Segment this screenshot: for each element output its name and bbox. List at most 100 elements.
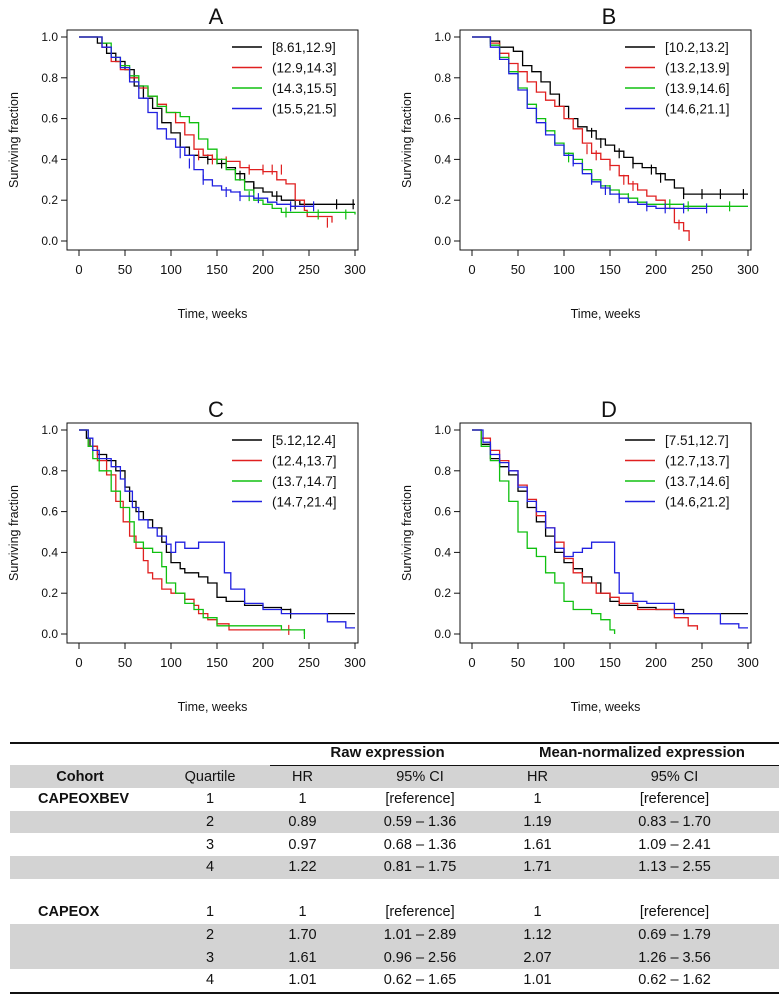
- panel-a: A 0.0 0.2 0.4 0.6 0.8 1.0 0 50 100 150 200 250 300 Tim…: [7, 4, 366, 321]
- x-tick-label: 150: [206, 655, 228, 670]
- table-cell: 1: [533, 904, 542, 921]
- x-tick-label: 150: [599, 262, 621, 277]
- table-group-header-row: Raw expression Mean-normalized expressio…: [10, 742, 779, 766]
- y-axis-label: Surviving fraction: [400, 485, 414, 581]
- cohort-cell: [10, 879, 150, 902]
- table-cell: 1.71: [505, 855, 570, 879]
- y-tick-label: 0.6: [434, 505, 451, 519]
- table-cell: 1.26 – 3.56: [570, 946, 779, 969]
- table-cell: 1.22: [270, 855, 335, 879]
- cohort-cell: [10, 810, 150, 834]
- table-cell: 0.97: [288, 836, 317, 853]
- cohort-cell: CAPEOX: [38, 904, 100, 921]
- hazard-ratio-table-wrap: Raw expression Mean-normalized expressio…: [10, 742, 779, 994]
- table-row: [10, 879, 779, 902]
- legend-label: [7.51,12.7]: [665, 433, 729, 448]
- x-tick-label: 150: [206, 262, 228, 277]
- table-row: 2 1.70 1.01 – 2.89 1.12 0.69 – 1.79: [10, 923, 779, 947]
- table-cell: [reference]: [385, 904, 455, 921]
- survival-curve-1: [472, 429, 699, 630]
- table-cell: 1.12: [505, 923, 570, 947]
- table-cell: 3: [150, 946, 270, 969]
- column-header: 95% CI: [335, 765, 505, 789]
- column-header: 95% CI: [570, 765, 779, 789]
- legend-label: (14.7,21.4]: [272, 495, 337, 510]
- y-tick-label: 0.8: [41, 71, 58, 85]
- x-tick-label: 200: [252, 262, 274, 277]
- table-row: CAPEOX 1 1 [reference] 1 [reference]: [10, 901, 779, 924]
- table-row: 2 0.89 0.59 – 1.36 1.19 0.83 – 1.70: [10, 810, 779, 834]
- table-cell: [reference]: [385, 791, 455, 808]
- x-tick-label: 300: [737, 262, 759, 277]
- survival-curve-1: [79, 429, 291, 631]
- panel-d: D 0.0 0.2 0.4 0.6 0.8 1.0 0 50 100 150 200 250 300 Tim…: [400, 397, 759, 714]
- y-axis-label: Surviving fraction: [7, 92, 21, 188]
- y-tick-label: 0.6: [41, 112, 58, 126]
- table-row: 4 1.22 0.81 – 1.75 1.71 1.13 – 2.55: [10, 855, 779, 879]
- x-axis-label: Time, weeks: [571, 307, 641, 321]
- x-tick-label: 100: [553, 262, 575, 277]
- x-tick-label: 0: [468, 262, 475, 277]
- panel-title: C: [208, 397, 224, 422]
- table-cell: 2: [150, 923, 270, 947]
- panel-title: B: [602, 4, 617, 29]
- legend-label: (12.9,14.3]: [272, 61, 337, 76]
- table-cell: 1: [298, 904, 307, 921]
- y-tick-label: 0.0: [434, 627, 451, 641]
- legend-label: (12.7,13.7]: [665, 454, 730, 469]
- table-cell: 0.69 – 1.79: [570, 923, 779, 947]
- y-axis-label: Surviving fraction: [400, 92, 414, 188]
- y-tick-label: 1.0: [41, 423, 58, 437]
- x-tick-label: 100: [160, 262, 182, 277]
- column-header: HR: [270, 765, 335, 789]
- y-tick-label: 1.0: [434, 423, 451, 437]
- survival-curve-2: [79, 36, 356, 215]
- table-bottom-rule: [10, 991, 779, 994]
- y-axis-label: Surviving fraction: [7, 485, 21, 581]
- y-tick-label: 1.0: [434, 30, 451, 44]
- table-cell: 0.62 – 1.65: [383, 972, 457, 989]
- cohort-cell: [10, 946, 150, 969]
- table-cell: 1.19: [505, 810, 570, 834]
- table-cell: 1.01: [288, 972, 317, 989]
- table-cell: 0.68 – 1.36: [383, 836, 457, 853]
- group-header-raw: Raw expression: [270, 742, 505, 766]
- x-tick-label: 200: [645, 655, 667, 670]
- x-tick-label: 250: [691, 655, 713, 670]
- x-tick-label: 300: [344, 262, 366, 277]
- x-tick-label: 200: [645, 262, 667, 277]
- table-cell: 1: [298, 791, 307, 808]
- y-tick-label: 0.4: [41, 545, 58, 559]
- y-tick-label: 0.6: [434, 112, 451, 126]
- table-cell: 1.70: [270, 923, 335, 947]
- panel-b: B 0.0 0.2 0.4 0.6 0.8 1.0 0 50 100 150 200 250 300 Tim…: [400, 4, 759, 321]
- x-tick-label: 100: [160, 655, 182, 670]
- cohort-cell: [10, 923, 150, 947]
- table-cell: [reference]: [639, 791, 710, 808]
- y-tick-label: 0.2: [434, 586, 451, 600]
- table-cell: 0.89: [270, 810, 335, 834]
- x-tick-label: 0: [75, 655, 82, 670]
- x-tick-label: 0: [75, 262, 82, 277]
- table-cell: [270, 879, 335, 902]
- table-cell: [reference]: [639, 904, 710, 921]
- table-cell: 3: [205, 836, 215, 853]
- plot-frame: [459, 29, 752, 251]
- legend-label: (13.7,14.6]: [665, 474, 730, 489]
- legend-label: (15.5,21.5]: [272, 102, 337, 117]
- survival-curve-3: [79, 429, 355, 629]
- table-cell: 1.61: [270, 946, 335, 969]
- table-cell: 1: [205, 791, 215, 808]
- y-tick-label: 0.8: [41, 464, 58, 478]
- table-cell: 1: [533, 791, 542, 808]
- x-axis-label: Time, weeks: [571, 700, 641, 714]
- table-cell: 4: [205, 972, 215, 989]
- legend-label: (13.2,13.9]: [665, 61, 730, 76]
- table-cell: [335, 879, 505, 902]
- table-cell: 1.09 – 2.41: [638, 836, 711, 853]
- x-tick-label: 100: [553, 655, 575, 670]
- x-tick-label: 200: [252, 655, 274, 670]
- survival-curve-2: [472, 429, 616, 634]
- x-tick-label: 300: [737, 655, 759, 670]
- column-header: Cohort: [10, 765, 150, 789]
